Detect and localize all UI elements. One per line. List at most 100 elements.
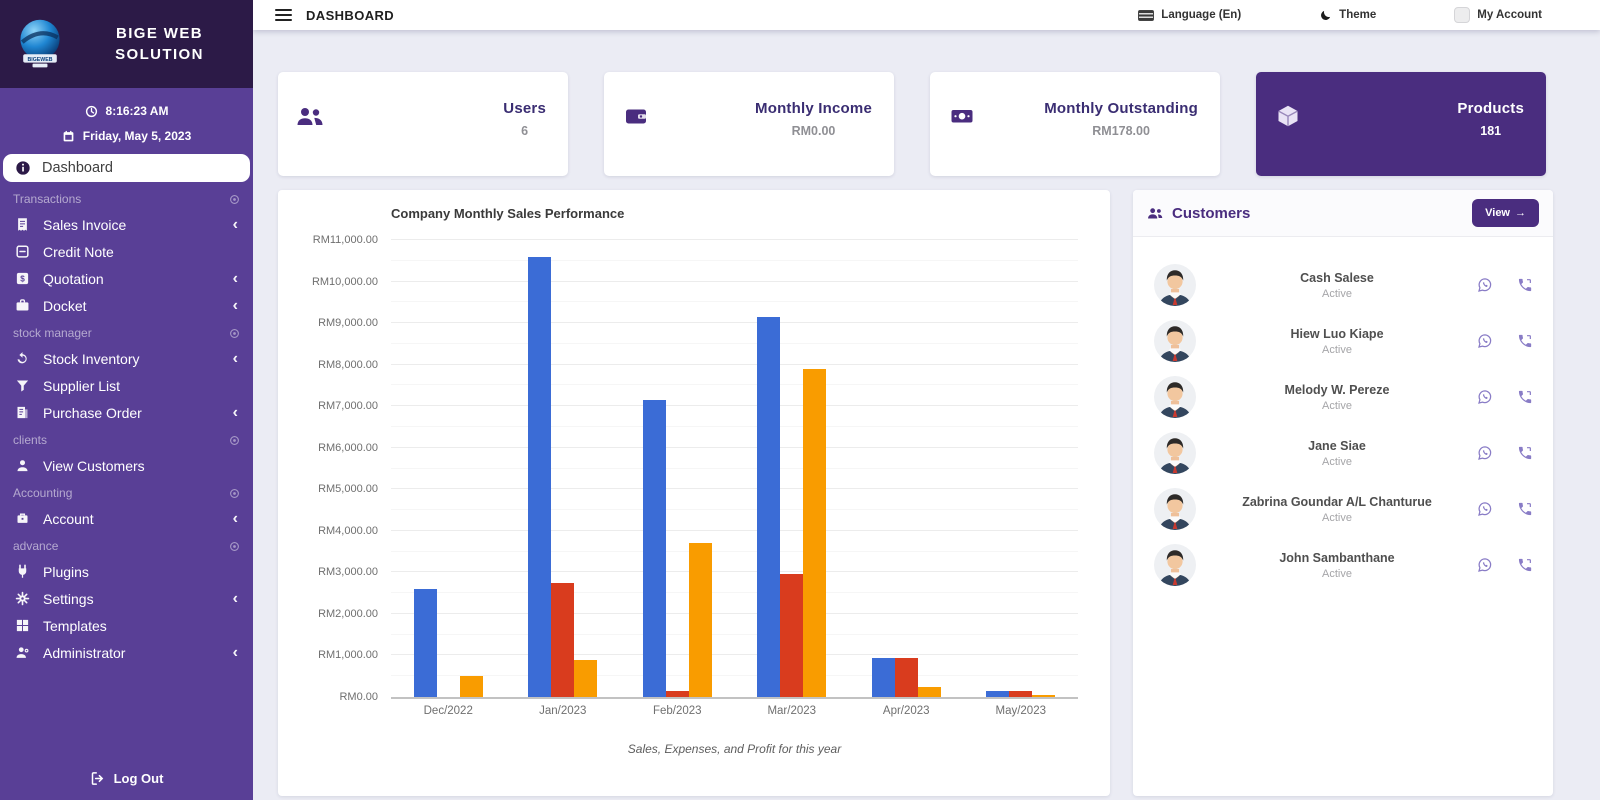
current-date: Friday, May 5, 2023	[82, 129, 192, 143]
whatsapp-icon[interactable]	[1477, 445, 1493, 461]
phone-call-icon[interactable]	[1517, 333, 1533, 349]
brand-line1: BIGE WEB	[115, 25, 204, 42]
bar-sales-apr-2023	[871, 657, 895, 697]
nav-section-stock-manager: stock manager	[0, 319, 253, 345]
phone-call-icon[interactable]	[1517, 389, 1533, 405]
my-account-menu[interactable]: My Account	[1454, 7, 1542, 23]
sidebar-item-quotation[interactable]: $ Quotation ‹	[0, 265, 253, 292]
phone-call-icon[interactable]	[1517, 557, 1533, 573]
logout-button[interactable]: Log Out	[0, 771, 253, 786]
sidebar-item-docket[interactable]: Docket ‹	[0, 292, 253, 319]
stat-card-users[interactable]: Users 6	[278, 72, 568, 176]
whatsapp-icon[interactable]	[1477, 277, 1493, 293]
section-options-icon	[229, 194, 240, 205]
stat-card-products[interactable]: Products 181	[1256, 72, 1546, 176]
customer-actions	[1477, 389, 1533, 405]
customer-status: Active	[1322, 287, 1352, 300]
whatsapp-icon[interactable]	[1477, 333, 1493, 349]
page-title: DASHBOARD	[306, 7, 395, 23]
chart-caption: Sales, Expenses, and Profit for this yea…	[627, 742, 842, 756]
customer-name: Hiew Luo Kiape	[1290, 326, 1384, 341]
chart-card: Company Monthly Sales Performance RM0.00…	[278, 190, 1110, 796]
whatsapp-icon[interactable]	[1477, 557, 1493, 573]
section-options-icon	[229, 435, 240, 446]
dashboard-icon	[15, 160, 31, 176]
customer-avatar	[1153, 543, 1197, 587]
sidebar-item-supplier-list[interactable]: Supplier List	[0, 372, 253, 399]
theme-icon	[1319, 9, 1332, 22]
sidebar-item-sales-invoice[interactable]: Sales Invoice ‹	[0, 211, 253, 238]
stock-icon	[15, 351, 30, 366]
sidebar-item-view-customers[interactable]: View Customers	[0, 452, 253, 479]
stat-value: 181	[1480, 124, 1502, 138]
bar-group-feb-2023	[620, 240, 735, 697]
sidebar-item-account[interactable]: Account ‹	[0, 505, 253, 532]
bank-icon	[15, 511, 30, 526]
phone-call-icon[interactable]	[1517, 501, 1533, 517]
phone-call-icon[interactable]	[1517, 277, 1533, 293]
customer-name: John Sambanthane	[1279, 550, 1395, 565]
company-logo: BIGEWEB	[12, 16, 68, 72]
chevron-left-icon: ‹	[232, 215, 238, 233]
stat-title: Products	[1457, 100, 1524, 117]
phone-call-icon[interactable]	[1517, 445, 1533, 461]
menu-toggle-icon[interactable]	[275, 9, 292, 21]
whatsapp-icon[interactable]	[1477, 501, 1493, 517]
nav-section-clients: clients	[0, 426, 253, 452]
y-tick-label: RM7,000.00	[318, 400, 378, 413]
sidebar-item-label: Purchase Order	[43, 404, 142, 421]
credit-note-icon	[15, 244, 30, 259]
stat-card-monthly-income[interactable]: Monthly Income RM0.00	[604, 72, 894, 176]
customer-name: Melody W. Pereze	[1284, 382, 1390, 397]
chevron-left-icon: ‹	[232, 643, 238, 661]
quotation-icon: $	[15, 271, 30, 286]
brand-name: BIGE WEB SOLUTION	[78, 23, 241, 65]
gridline	[391, 529, 1078, 531]
bar-group-dec-2022	[391, 240, 506, 697]
person-icon	[15, 458, 30, 473]
customers-list: Cash Salese Active Hiew Luo Kiape Active Mel…	[1133, 237, 1553, 593]
bar-group-mar-2023	[735, 240, 850, 697]
y-tick-label: RM0.00	[339, 691, 378, 703]
language-menu[interactable]: Language (En)	[1138, 9, 1241, 21]
y-tick-label: RM5,000.00	[318, 483, 378, 496]
sidebar-nav: Transactions Sales Invoice ‹ Credit Note $ Qu…	[0, 185, 253, 666]
section-options-icon	[229, 541, 240, 552]
customer-status: Active	[1322, 455, 1352, 468]
sidebar-item-plugins[interactable]: Plugins	[0, 558, 253, 585]
view-customers-button[interactable]: View →	[1472, 199, 1539, 227]
sidebar-item-stock-inventory[interactable]: Stock Inventory ‹	[0, 345, 253, 372]
stat-value: RM178.00	[1092, 124, 1150, 138]
gridline	[391, 239, 1078, 240]
language-flag-icon	[1138, 9, 1155, 21]
stat-title: Users	[503, 100, 546, 117]
sidebar-item-settings[interactable]: Settings ‹	[0, 585, 253, 612]
section-options-icon	[229, 488, 240, 499]
view-button-label: View	[1485, 207, 1510, 219]
gridline	[391, 259, 1078, 261]
whatsapp-icon[interactable]	[1477, 389, 1493, 405]
sidebar-item-label: Credit Note	[43, 243, 114, 260]
chart-plot	[391, 239, 1078, 699]
sidebar-item-label: Quotation	[43, 270, 104, 287]
users-icon	[296, 104, 324, 128]
sidebar-item-dashboard[interactable]: Dashboard	[3, 154, 250, 182]
x-tick-label: Feb/2023	[652, 705, 702, 717]
sidebar: BIGEWEB BIGE WEB SOLUTION 8:16:23 AM	[0, 0, 253, 800]
gear-icon	[15, 591, 30, 606]
stat-card-monthly-outstanding[interactable]: Monthly Outstanding RM178.00	[930, 72, 1220, 176]
sidebar-item-label: Sales Invoice	[43, 216, 127, 233]
sidebar-item-credit-note[interactable]: Credit Note	[0, 238, 253, 265]
sidebar-item-templates[interactable]: Templates	[0, 612, 253, 639]
sidebar-item-purchase-order[interactable]: Purchase Order ‹	[0, 399, 253, 426]
svg-text:$: $	[20, 275, 25, 284]
theme-menu[interactable]: Theme	[1319, 9, 1376, 22]
sidebar-item-administrator[interactable]: Administrator ‹	[0, 639, 253, 666]
y-tick-label: RM9,000.00	[318, 317, 378, 330]
grid-icon	[15, 618, 30, 633]
customer-row-john-sambanthane: John Sambanthane Active	[1133, 537, 1553, 593]
customer-status: Active	[1322, 399, 1352, 412]
y-tick-label: RM6,000.00	[318, 441, 378, 454]
customer-status: Active	[1322, 511, 1352, 524]
sidebar-item-label: Dashboard	[42, 160, 113, 176]
